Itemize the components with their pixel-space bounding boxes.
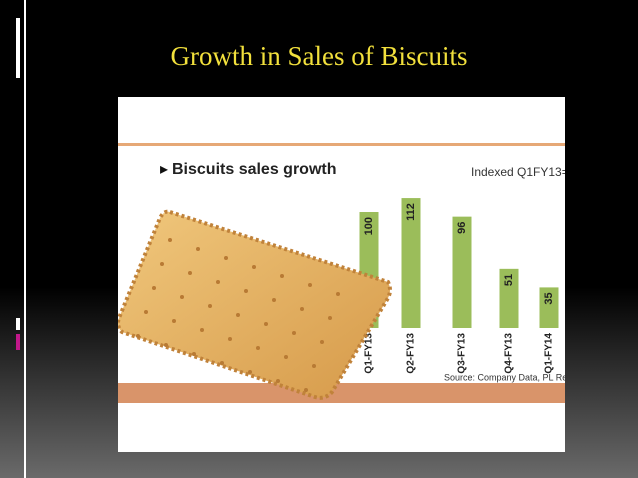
bar: [452, 216, 472, 328]
bar: [499, 268, 519, 328]
left-decoration: [16, 0, 26, 478]
chart-panel: ▸ Biscuits sales growth Indexed Q1FY13=1…: [118, 97, 582, 452]
x-tick-label: Q1-FY14: [544, 333, 555, 374]
bar: [539, 287, 559, 328]
value-label: 96: [456, 222, 468, 234]
bar: [401, 198, 421, 328]
source-note: Source: Company Data, PL Rese: [444, 372, 577, 382]
value-label: 51: [503, 274, 515, 286]
bars: 100 Q1-FY13 112 Q2-FY13 96 Q3-FY13 51 Q4-FY13 35…: [359, 198, 559, 374]
chart-title: Biscuits sales growth: [172, 161, 337, 178]
value-label: 112: [405, 203, 417, 221]
biscuit-image: [118, 209, 392, 400]
value-label: 100: [363, 217, 375, 235]
chart-subtitle: Indexed Q1FY13=10: [471, 165, 582, 179]
value-label: 35: [543, 292, 555, 304]
x-tick-label: Q4-FY13: [504, 333, 515, 374]
svg-text:▸: ▸: [160, 161, 168, 178]
x-tick-label: Q3-FY13: [457, 333, 468, 374]
x-tick-label: Q2-FY13: [406, 333, 417, 374]
slide-title: Growth in Sales of Biscuits: [171, 41, 468, 71]
x-tick-label: Q1-FY13: [364, 333, 375, 374]
